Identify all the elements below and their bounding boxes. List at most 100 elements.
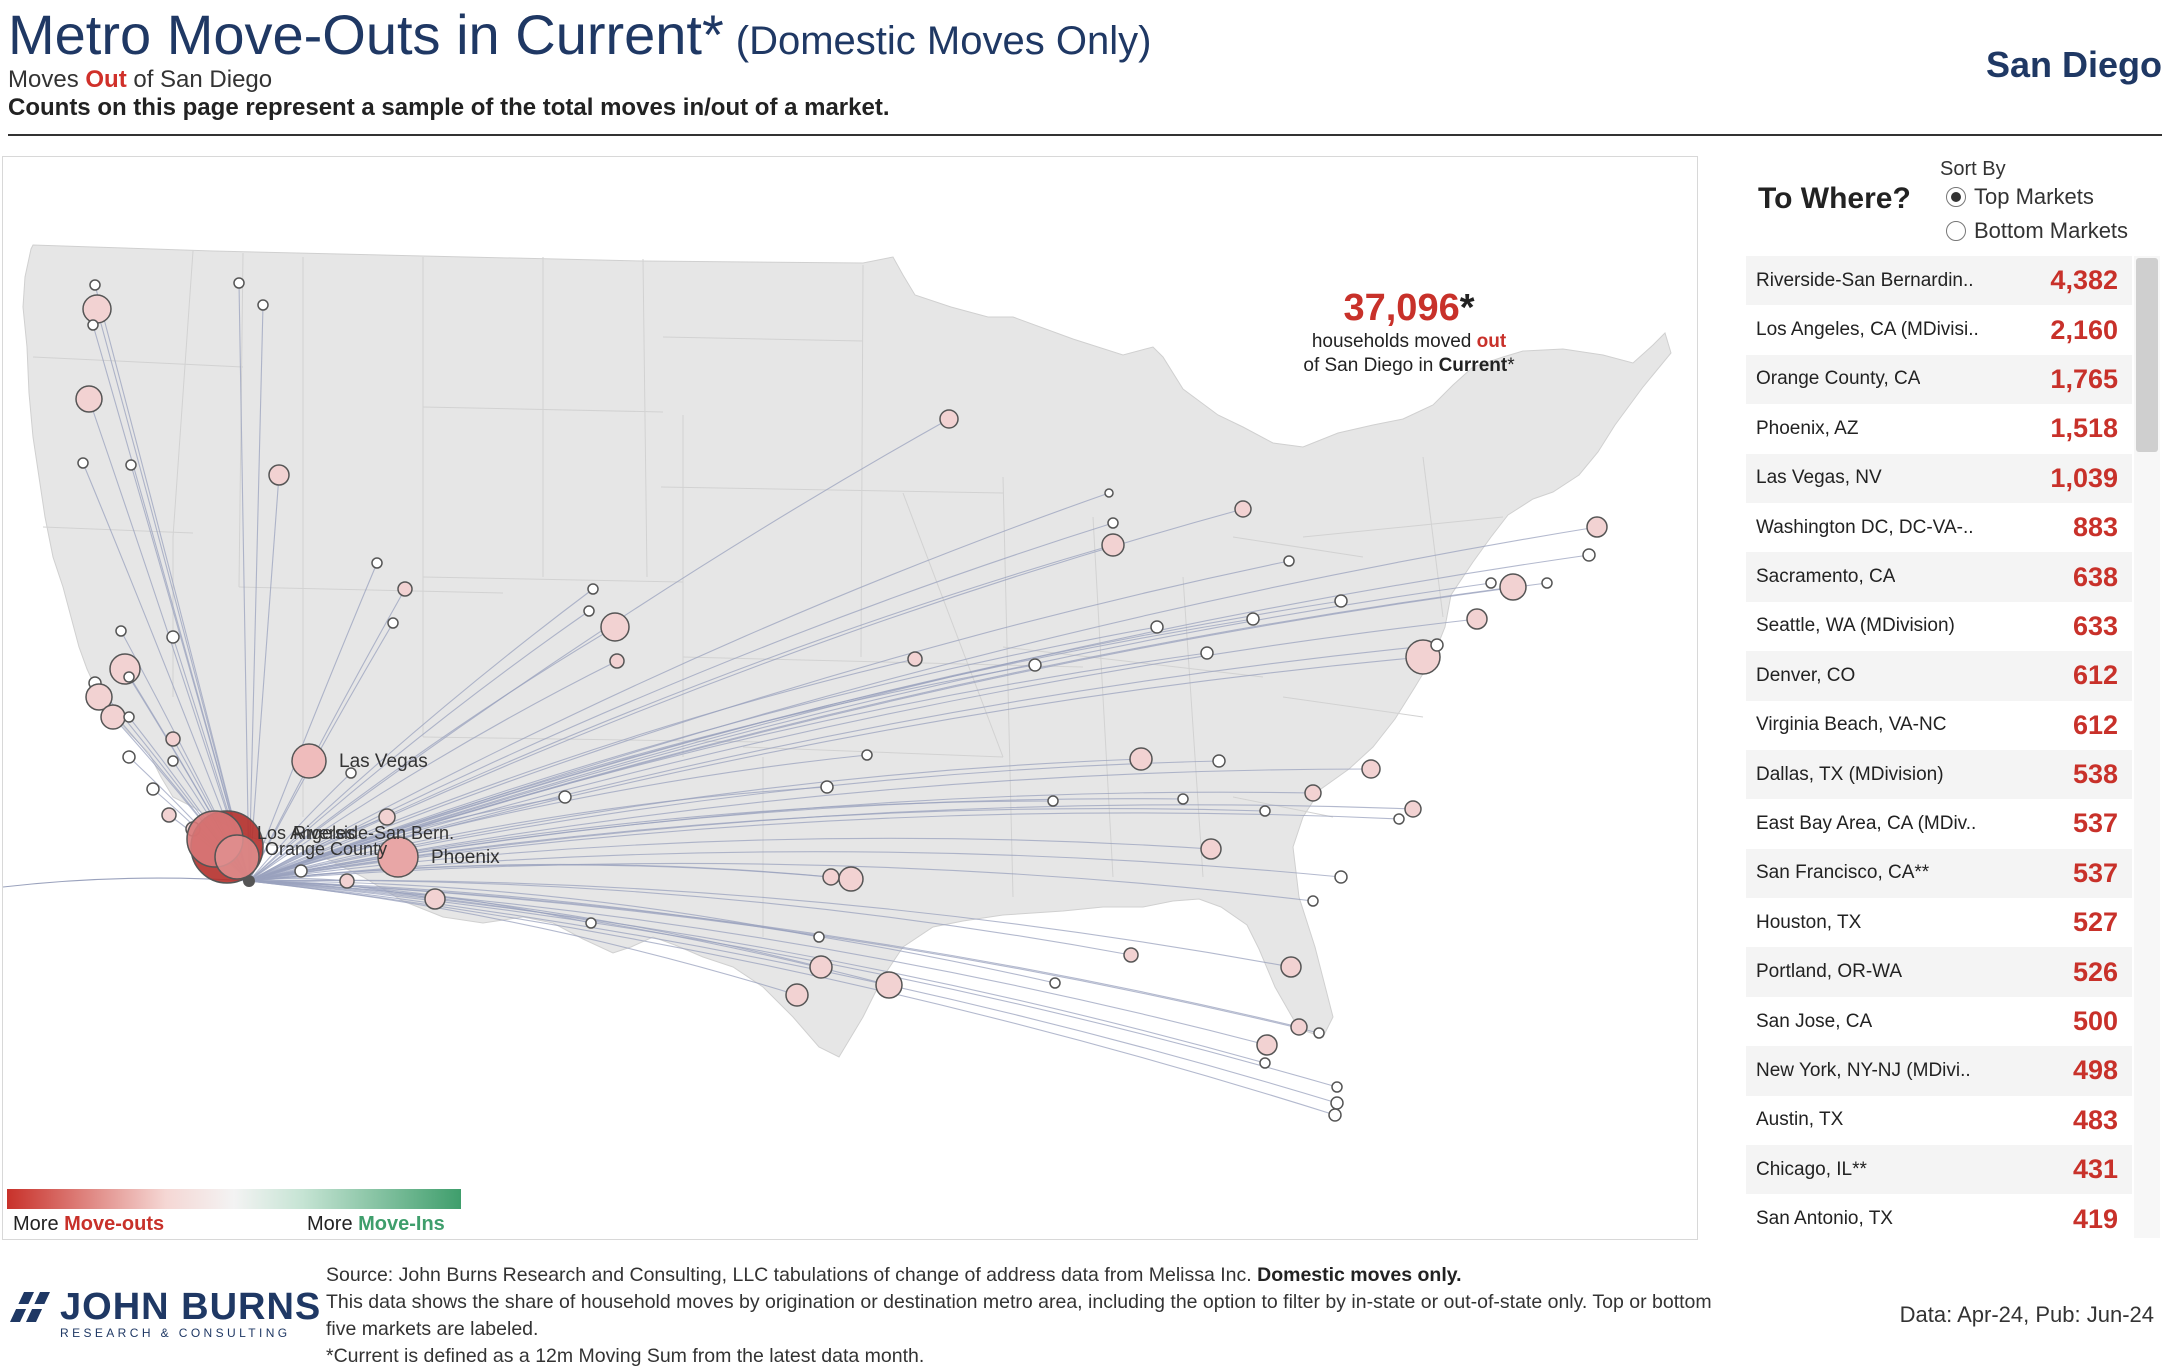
market-row[interactable]: Phoenix, AZ 1,518: [1746, 404, 2132, 453]
destination-marker[interactable]: [371, 557, 383, 569]
destination-marker[interactable]: [378, 808, 396, 826]
destination-marker[interactable]: [1107, 517, 1119, 529]
destination-marker[interactable]: [861, 749, 873, 761]
destination-marker[interactable]: [587, 583, 599, 595]
destination-marker[interactable]: [939, 409, 959, 429]
destination-marker[interactable]: [1200, 838, 1222, 860]
market-row[interactable]: Virginia Beach, VA-NC 612: [1746, 701, 2132, 750]
market-row[interactable]: New York, NY-NJ (MDivi.. 498: [1746, 1046, 2132, 1096]
destination-marker[interactable]: [345, 767, 357, 779]
destination-marker[interactable]: [89, 279, 101, 291]
destination-marker[interactable]: [1234, 500, 1252, 518]
phoenix-marker[interactable]: [377, 836, 419, 878]
market-row[interactable]: Austin, TX 483: [1746, 1096, 2132, 1145]
destination-marker[interactable]: [82, 294, 112, 324]
destination-marker[interactable]: [600, 612, 630, 642]
market-row[interactable]: San Francisco, CA** 537: [1746, 848, 2132, 899]
destination-marker[interactable]: [1246, 612, 1260, 626]
destination-marker[interactable]: [1499, 573, 1527, 601]
radio-selected-icon[interactable]: [1946, 187, 1966, 207]
destination-marker[interactable]: [1307, 895, 1319, 907]
destination-marker[interactable]: [294, 864, 308, 878]
market-row[interactable]: San Antonio, TX 419: [1746, 1194, 2132, 1243]
destination-marker[interactable]: [1541, 577, 1553, 589]
destination-marker[interactable]: [1328, 1108, 1342, 1122]
destination-marker[interactable]: [1586, 516, 1608, 538]
destination-marker[interactable]: [583, 605, 595, 617]
destination-marker[interactable]: [424, 888, 446, 910]
market-row[interactable]: Washington DC, DC-VA-.. 883: [1746, 503, 2132, 552]
destination-marker[interactable]: [1334, 594, 1348, 608]
destination-marker[interactable]: [161, 807, 177, 823]
destination-marker[interactable]: [809, 955, 833, 979]
destination-marker[interactable]: [1466, 608, 1488, 630]
destination-markers[interactable]: [75, 277, 1608, 1122]
destination-marker[interactable]: [1256, 1034, 1278, 1056]
destination-marker[interactable]: [75, 385, 103, 413]
destination-marker[interactable]: [397, 581, 413, 597]
market-row[interactable]: Las Vegas, NV 1,039: [1746, 453, 2132, 503]
market-row[interactable]: Portland, OR-WA 526: [1746, 947, 2132, 997]
map-panel[interactable]: Las Vegas Phoenix Los Angeles Riverside-…: [2, 156, 1698, 1240]
destination-marker[interactable]: [1129, 747, 1153, 771]
destination-marker[interactable]: [167, 755, 179, 767]
destination-marker[interactable]: [785, 983, 809, 1007]
destination-marker[interactable]: [585, 917, 597, 929]
destination-marker[interactable]: [1330, 1096, 1344, 1110]
destination-marker[interactable]: [100, 704, 126, 730]
market-row[interactable]: Chicago, IL** 431: [1746, 1145, 2132, 1195]
destination-marker[interactable]: [1334, 870, 1348, 884]
destination-marker[interactable]: [165, 731, 181, 747]
market-row[interactable]: East Bay Area, CA (MDiv.. 537: [1746, 799, 2132, 848]
destination-marker[interactable]: [1280, 956, 1302, 978]
destination-marker[interactable]: [1150, 620, 1164, 634]
destination-marker[interactable]: [85, 683, 113, 711]
destination-marker[interactable]: [268, 464, 290, 486]
market-row[interactable]: Los Angeles, CA (MDivisi.. 2,160: [1746, 305, 2132, 354]
orange-county-marker[interactable]: [214, 834, 260, 880]
sort-bottom-markets[interactable]: Bottom Markets: [1946, 218, 2128, 244]
market-row[interactable]: Riverside-San Bernardin.. 4,382: [1746, 256, 2132, 306]
destination-marker[interactable]: [1104, 488, 1114, 498]
destination-marker[interactable]: [820, 780, 834, 794]
market-row[interactable]: Denver, CO 612: [1746, 651, 2132, 701]
destination-marker[interactable]: [1259, 1057, 1271, 1069]
destination-marker[interactable]: [1304, 784, 1322, 802]
sort-top-markets[interactable]: Top Markets: [1946, 184, 2094, 210]
market-row[interactable]: San Jose, CA 500: [1746, 997, 2132, 1046]
market-row[interactable]: Seattle, WA (MDivision) 633: [1746, 602, 2132, 651]
destination-marker[interactable]: [1393, 813, 1405, 825]
destination-marker[interactable]: [1049, 977, 1061, 989]
destination-marker[interactable]: [115, 625, 127, 637]
destination-marker[interactable]: [813, 931, 825, 943]
market-list[interactable]: Riverside-San Bernardin.. 4,382 Los Angele…: [1746, 256, 2132, 1244]
radio-unselected-icon[interactable]: [1946, 221, 1966, 241]
market-row[interactable]: Orange County, CA 1,765: [1746, 354, 2132, 405]
destination-marker[interactable]: [1123, 947, 1139, 963]
us-map[interactable]: Las Vegas Phoenix Los Angeles Riverside-…: [3, 157, 1697, 1239]
destination-marker[interactable]: [907, 651, 923, 667]
destination-marker[interactable]: [1028, 658, 1042, 672]
destination-marker[interactable]: [838, 866, 864, 892]
destination-marker[interactable]: [875, 971, 903, 999]
destination-marker[interactable]: [1361, 759, 1381, 779]
destination-marker[interactable]: [1200, 646, 1214, 660]
destination-marker[interactable]: [123, 671, 135, 683]
market-row[interactable]: Dallas, TX (MDivision) 538: [1746, 749, 2132, 800]
destination-marker[interactable]: [122, 750, 136, 764]
destination-marker[interactable]: [1404, 800, 1422, 818]
destination-marker[interactable]: [1212, 754, 1226, 768]
destination-marker[interactable]: [609, 653, 625, 669]
destination-marker[interactable]: [166, 630, 180, 644]
destination-marker[interactable]: [146, 782, 160, 796]
destination-marker[interactable]: [233, 277, 245, 289]
scrollbar-thumb[interactable]: [2136, 258, 2158, 452]
destination-marker[interactable]: [77, 457, 89, 469]
las-vegas-marker[interactable]: [291, 743, 327, 779]
destination-marker[interactable]: [1259, 805, 1271, 817]
market-row[interactable]: Sacramento, CA 638: [1746, 552, 2132, 602]
destination-marker[interactable]: [339, 873, 355, 889]
destination-marker[interactable]: [1101, 533, 1125, 557]
destination-marker[interactable]: [558, 790, 572, 804]
destination-marker[interactable]: [822, 868, 840, 886]
